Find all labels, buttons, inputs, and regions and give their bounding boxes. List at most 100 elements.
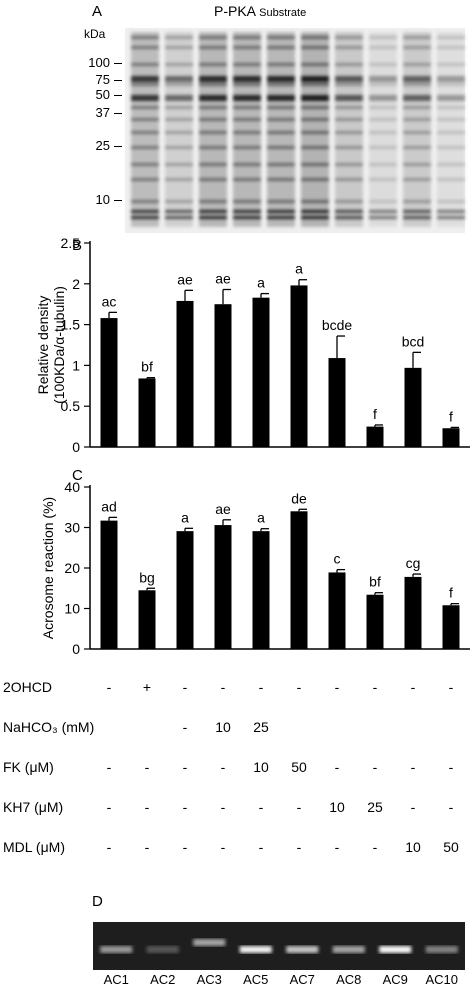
treatment-cell: -	[182, 679, 188, 695]
y-tick-label: 2.5	[61, 235, 81, 251]
bar	[366, 594, 384, 649]
significance-letter: f	[373, 406, 377, 422]
treatment-cell: -	[258, 839, 264, 855]
gel-lane-label: AC10	[425, 972, 459, 987]
treatment-row-label: KH7 (μM)	[3, 799, 64, 815]
gel-lane-label: AC3	[196, 972, 222, 987]
treatment-cell: -	[106, 799, 112, 815]
treatment-cell: -	[258, 679, 264, 695]
treatment-cell: -	[220, 759, 226, 775]
significance-letter: bcde	[322, 317, 353, 333]
blot-lane	[199, 32, 227, 227]
treatment-cell: -	[182, 759, 188, 775]
treatment-cell: +	[142, 679, 152, 695]
bar	[290, 285, 308, 447]
blot-bands	[131, 32, 465, 227]
treatment-cell: -	[220, 679, 226, 695]
panel-a-letter: A	[92, 3, 103, 20]
treatment-cell: -	[448, 679, 454, 695]
significance-letter: a	[181, 509, 189, 525]
significance-letter: a	[257, 510, 265, 526]
marker-label: 10	[95, 192, 110, 207]
blot-lane	[369, 32, 397, 227]
significance-letter: de	[291, 490, 307, 506]
significance-letter: a	[257, 275, 265, 291]
chart-acrosome-reaction: 0 10 20 30 40 Acrosome reaction (%) ad bg a ae a de…	[40, 479, 470, 657]
significance-letter: ae	[177, 271, 193, 287]
bar	[100, 318, 118, 447]
marker-tick	[114, 146, 122, 147]
marker-label: 37	[95, 105, 110, 120]
chart-relative-density: 0 0.5 1 1.5 2 2.5 Relative density (100KDa/α-tu…	[35, 235, 470, 455]
treatment-cell: 50	[291, 759, 307, 775]
marker-tick	[114, 113, 122, 114]
treatment-cell: -	[144, 839, 150, 855]
significance-letter: c	[334, 551, 341, 567]
panel-c-letter: C	[72, 467, 83, 484]
marker-tick	[114, 63, 122, 64]
treatment-cell: 10	[405, 839, 421, 855]
bar	[138, 378, 156, 447]
treatment-cell: -	[144, 799, 150, 815]
significance-letter: bg	[139, 569, 155, 585]
bar	[252, 531, 270, 649]
bar	[442, 428, 460, 447]
kda-label: kDa	[84, 27, 106, 41]
y-tick-label: 0.5	[61, 398, 81, 414]
y-tick-label: 10	[64, 601, 80, 617]
y-axis-label: Relative density	[35, 296, 51, 395]
significance-letter: ac	[102, 293, 117, 309]
treatment-cell: -	[182, 839, 188, 855]
treatment-cell: -	[334, 839, 340, 855]
blot-lane	[165, 32, 193, 227]
bar	[176, 300, 194, 447]
significance-letter: cg	[406, 555, 421, 571]
treatment-cell: 50	[443, 839, 459, 855]
gel-band	[193, 939, 226, 946]
bar	[404, 576, 422, 649]
blot-lane	[335, 32, 363, 227]
gel-band	[239, 946, 272, 953]
y-tick-label: 30	[64, 520, 80, 536]
gel-band	[425, 946, 458, 953]
treatment-cell: 25	[253, 719, 269, 735]
blot-title-small: Substrate	[259, 7, 307, 19]
pcr-gel-image	[93, 922, 465, 970]
treatment-cell: 10	[215, 719, 231, 735]
gel-bands	[100, 939, 458, 953]
y-axis-label: (100KDa/α-tubulin)	[51, 286, 67, 404]
treatment-cell: -	[334, 679, 340, 695]
treatment-cell: -	[182, 719, 188, 735]
treatment-cell: -	[448, 759, 454, 775]
bar	[328, 572, 346, 649]
bar	[442, 605, 460, 649]
marker-tick	[114, 200, 122, 201]
treatment-cell: -	[372, 679, 378, 695]
significance-letter: a	[295, 261, 303, 277]
treatment-row-label: 2OHCD	[3, 679, 53, 695]
gel-band	[100, 946, 133, 953]
bar	[328, 358, 346, 447]
gel-band	[332, 946, 365, 953]
treatment-cell: -	[372, 759, 378, 775]
gel-lane-label: AC9	[382, 972, 408, 987]
significance-letter: ad	[101, 498, 117, 514]
blot-lane	[267, 32, 295, 227]
treatment-cell: -	[258, 799, 264, 815]
gel-lane-label: AC2	[150, 972, 176, 987]
gel-band	[379, 946, 412, 953]
blot-lane	[301, 32, 329, 227]
marker-label: 25	[95, 138, 110, 153]
treatment-cell: -	[182, 799, 188, 815]
gel-band	[146, 946, 179, 953]
treatment-cell: -	[106, 839, 112, 855]
significance-letter: f	[449, 408, 453, 424]
treatment-cell: -	[448, 799, 454, 815]
gel-lane-label: AC8	[336, 972, 362, 987]
bar	[290, 511, 308, 649]
y-axis-label: Acrosome reaction (%)	[40, 497, 56, 639]
blot-title: P-PKA Substrate	[214, 3, 306, 19]
y-tick-label: 0	[72, 439, 80, 455]
significance-letter: bf	[369, 574, 381, 590]
bar	[138, 590, 156, 649]
